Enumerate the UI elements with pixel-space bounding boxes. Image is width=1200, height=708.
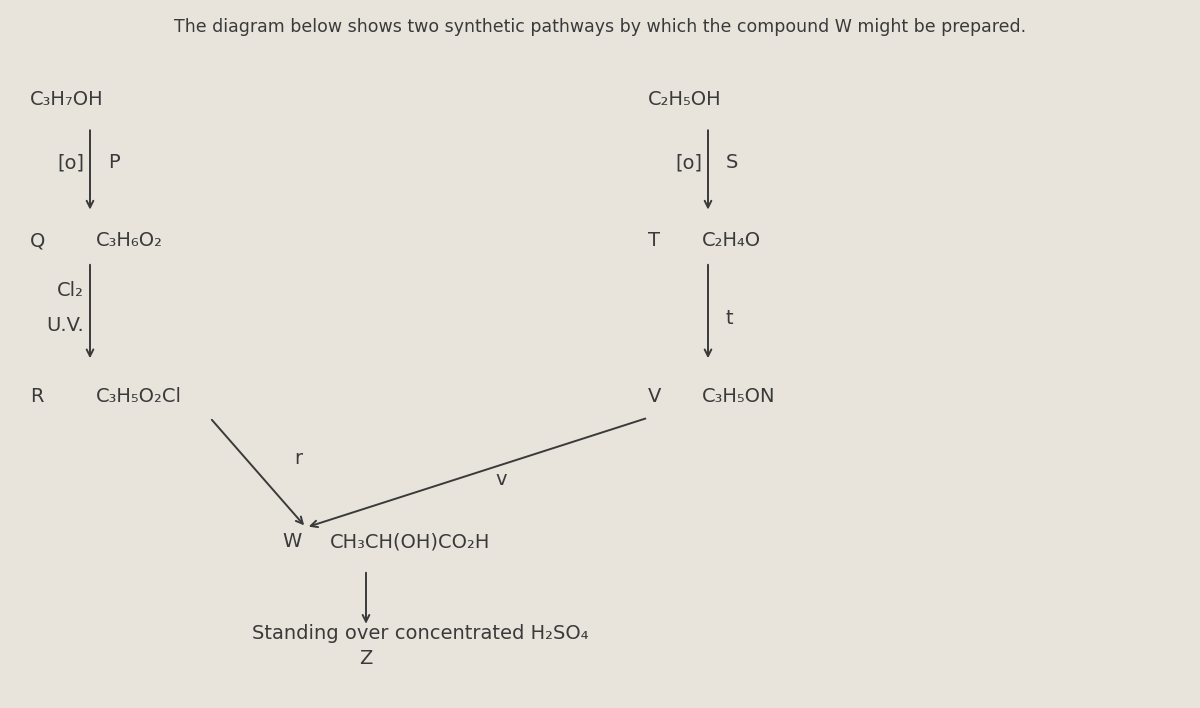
Text: CH₃CH(OH)CO₂H: CH₃CH(OH)CO₂H bbox=[330, 532, 491, 551]
Text: [o]: [o] bbox=[674, 154, 702, 172]
Text: Standing over concentrated H₂SO₄: Standing over concentrated H₂SO₄ bbox=[252, 624, 588, 643]
Text: The diagram below shows two synthetic pathways by which the compound W might be : The diagram below shows two synthetic pa… bbox=[174, 18, 1026, 35]
Text: S: S bbox=[726, 154, 738, 172]
Text: C₃H₇OH: C₃H₇OH bbox=[30, 90, 103, 108]
Text: U.V.: U.V. bbox=[47, 316, 84, 335]
Text: C₃H₅ON: C₃H₅ON bbox=[702, 387, 775, 406]
Text: [o]: [o] bbox=[56, 154, 84, 172]
Text: Q: Q bbox=[30, 232, 46, 250]
Text: Cl₂: Cl₂ bbox=[56, 281, 84, 299]
Text: Z: Z bbox=[359, 649, 373, 668]
Text: P: P bbox=[108, 154, 120, 172]
Text: W: W bbox=[282, 532, 301, 551]
Text: V: V bbox=[648, 387, 661, 406]
Text: r: r bbox=[294, 449, 302, 468]
Text: C₃H₅O₂Cl: C₃H₅O₂Cl bbox=[96, 387, 182, 406]
Text: C₃H₆O₂: C₃H₆O₂ bbox=[96, 232, 163, 250]
Text: C₂H₄O: C₂H₄O bbox=[702, 232, 761, 250]
Text: v: v bbox=[496, 470, 506, 489]
Text: T: T bbox=[648, 232, 660, 250]
Text: R: R bbox=[30, 387, 43, 406]
Text: C₂H₅OH: C₂H₅OH bbox=[648, 90, 721, 108]
Text: t: t bbox=[726, 309, 733, 328]
